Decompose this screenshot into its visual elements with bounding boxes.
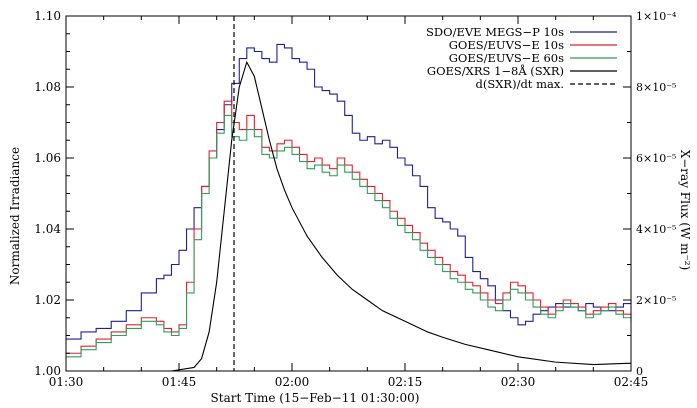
series-line-1 [66,100,632,354]
y-tick-label: 1.08 [34,80,61,94]
y-tick-label: 1.02 [34,293,61,307]
y2-axis-label: X−ray Flux (W m⁻²) [678,150,692,271]
x-tick-label: 01:30 [49,375,84,389]
y-tick-label: 1.00 [34,364,61,378]
series-layer [66,16,632,372]
y-axis-label: Normalized Irradiance [8,147,22,285]
x-tick-label: 02:00 [275,375,310,389]
x-tick-label: 02:15 [388,375,423,389]
x-axis-label: Start Time (15−Feb−11 01:30:00) [211,391,420,405]
y2-tick-label: 1×10⁻⁴ [636,10,677,23]
series-line-3 [66,60,632,372]
y-tick-label: 1.04 [34,222,61,236]
legend-label-0: SDO/EVE MEGS−P 10s [426,25,564,39]
legend-label-3: GOES/XRS 1−8Å (SXR) [427,64,564,78]
series-line-2 [66,114,632,358]
y2-tick-label: 8×10⁻⁵ [636,81,676,94]
legend-label-1: GOES/EUVS−E 10s [449,38,564,52]
y2-tick-label: 6×10⁻⁵ [636,152,676,165]
legend-label-4: d(SXR)/dt max. [476,77,564,91]
y2-tick-label: 4×10⁻⁵ [636,223,676,236]
x-tick-label: 01:45 [162,375,197,389]
legend-label-2: GOES/EUVS−E 60s [449,51,564,65]
y-tick-label: 1.10 [34,9,61,23]
x-tick-label: 02:30 [501,375,536,389]
y-tick-label: 1.06 [34,151,61,165]
y2-tick-label: 0 [636,365,643,378]
y2-tick-label: 2×10⁻⁵ [636,294,676,307]
x-tick-label: 02:45 [614,375,649,389]
